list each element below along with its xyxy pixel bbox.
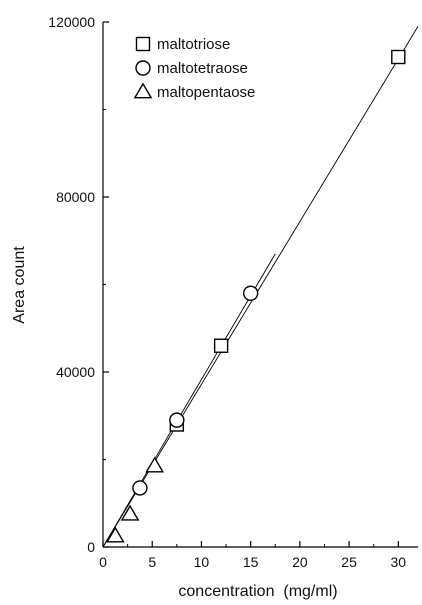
- x-tick-label: 10: [194, 554, 210, 570]
- circle-marker: [169, 412, 185, 428]
- legend-label: maltotetraose: [157, 60, 248, 77]
- legend-circle-marker: [135, 60, 151, 76]
- y-tick-label: 120000: [48, 14, 95, 30]
- legend-label: maltotriose: [157, 36, 230, 53]
- y-tick-label: 0: [87, 539, 95, 555]
- x-tick-label: 0: [99, 554, 107, 570]
- y-axis-label: Area count: [11, 246, 28, 324]
- triangle-marker: [105, 526, 125, 543]
- square-marker: [391, 49, 406, 65]
- x-tick-label: 20: [292, 554, 308, 570]
- legend-label: maltopentaose: [157, 84, 255, 101]
- legend-square-marker: [135, 36, 151, 52]
- x-tick-label: 15: [243, 554, 259, 570]
- y-tick-label: 40000: [56, 364, 95, 380]
- square-marker: [213, 338, 229, 353]
- x-tick-label: 25: [341, 554, 357, 570]
- circle-marker: [242, 285, 259, 301]
- fit-line: [102, 253, 276, 548]
- x-tick-label: 5: [148, 554, 156, 570]
- triangle-marker: [145, 456, 165, 473]
- triangle-marker: [120, 504, 140, 521]
- y-tick-label: 80000: [56, 189, 95, 205]
- x-tick-label: 30: [391, 554, 407, 570]
- x-axis-label: concentration (mg/ml): [178, 583, 337, 600]
- data-markers: [105, 49, 406, 543]
- circle-marker: [132, 480, 148, 496]
- legend: maltotriose maltotetraose maltopentaose: [133, 36, 255, 101]
- legend-triangle-marker: [133, 82, 153, 99]
- axes: 0 40000 80000 120000 0 5 10 15 20 25 30: [48, 14, 418, 570]
